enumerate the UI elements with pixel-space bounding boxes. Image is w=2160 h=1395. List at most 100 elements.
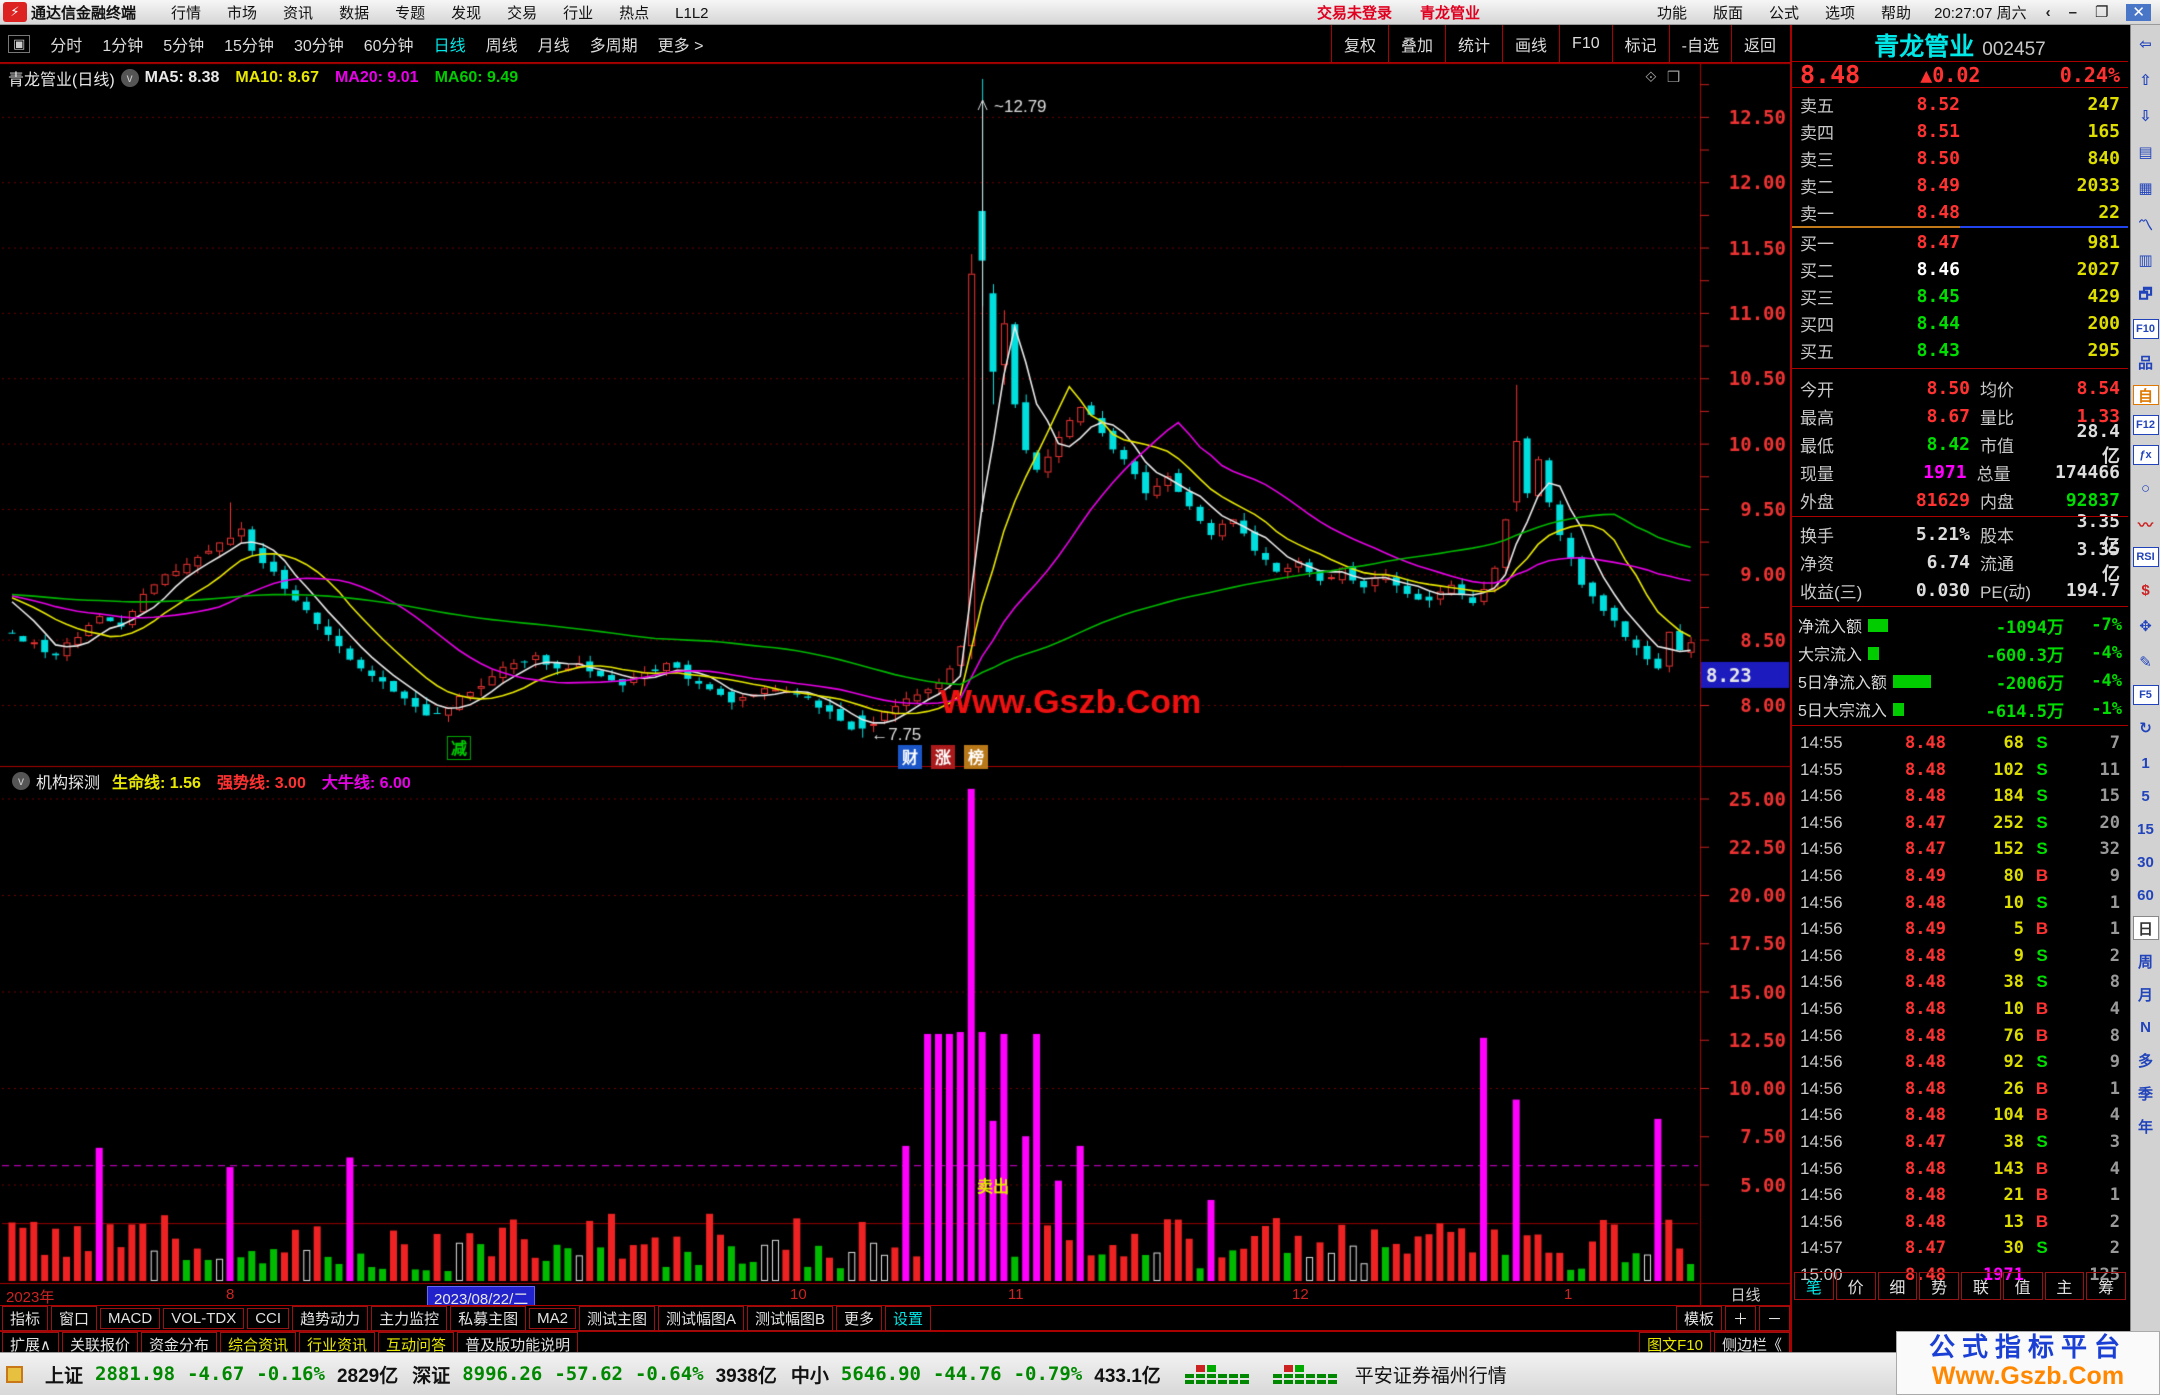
quote-tab-筹[interactable]: 筹 — [2086, 1272, 2126, 1300]
tab-设置[interactable]: 设置 — [885, 1305, 932, 1331]
back-arrow-icon[interactable]: ⇦ — [2139, 36, 2152, 53]
tab-CCI[interactable]: CCI — [247, 1307, 290, 1329]
timeframe-月[interactable]: 月 — [2137, 986, 2153, 1004]
timeframe-30[interactable]: 30 — [2137, 853, 2154, 871]
toolbar-action-画线[interactable]: 画线 — [1502, 25, 1559, 63]
wave-icon[interactable]: 〰 — [2137, 516, 2153, 534]
period-tab-日线[interactable]: 日线 — [433, 37, 466, 55]
toolbar-action-标记[interactable]: 标记 — [1611, 25, 1669, 63]
tab-指标[interactable]: 指标 — [2, 1305, 49, 1331]
period-tab-15分钟[interactable]: 15分钟 — [224, 37, 274, 55]
menu-item-数据[interactable]: 数据 — [339, 4, 370, 22]
timeframe-多[interactable]: 多 — [2137, 1052, 2153, 1070]
quote-tab-主[interactable]: 主 — [2044, 1272, 2085, 1300]
tab-＋[interactable]: ＋ — [1724, 1305, 1756, 1331]
toolbar-action-叠加[interactable]: 叠加 — [1388, 25, 1445, 63]
tab-MA2[interactable]: MA2 — [529, 1307, 576, 1329]
period-tab-1分钟[interactable]: 1分钟 — [102, 37, 144, 55]
period-tab-月线[interactable]: 月线 — [537, 37, 570, 55]
timeframe-5[interactable]: 5 — [2141, 787, 2150, 805]
rsi-icon[interactable]: RSI — [2132, 547, 2159, 567]
quote-tab-细[interactable]: 细 — [1877, 1272, 1918, 1300]
down-arrow-icon[interactable]: ⇩ — [2139, 108, 2152, 125]
menu-item-帮助[interactable]: 帮助 — [1881, 4, 1912, 22]
period-tab-30分钟[interactable]: 30分钟 — [293, 37, 344, 55]
menu-item-市场[interactable]: 市场 — [227, 4, 258, 22]
minimize-button[interactable]: – — [2068, 4, 2077, 21]
f12-icon[interactable]: F12 — [2132, 415, 2159, 435]
tab-测试幅图A[interactable]: 测试幅图A — [657, 1305, 744, 1331]
back-button[interactable]: ‹ — [2045, 4, 2051, 21]
timeframe-周[interactable]: 周 — [2137, 953, 2153, 971]
timeframe-15[interactable]: 15 — [2137, 820, 2154, 838]
circle-icon[interactable]: ○ — [2140, 479, 2151, 497]
toolbar-action--自选[interactable]: -自选 — [1668, 25, 1731, 63]
status-icon[interactable] — [6, 1365, 23, 1383]
pages-icon[interactable]: 🗗 — [2138, 285, 2153, 303]
tab-测试幅图B[interactable]: 测试幅图B — [746, 1305, 833, 1331]
period-tab-分时[interactable]: 分时 — [50, 37, 83, 55]
menu-item-热点[interactable]: 热点 — [619, 4, 650, 22]
period-tab-周线[interactable]: 周线 — [485, 37, 518, 55]
f10-icon[interactable]: F10 — [2132, 319, 2159, 339]
timeframe-季[interactable]: 季 — [2137, 1085, 2153, 1103]
timeframe-1[interactable]: 1 — [2141, 754, 2150, 772]
quote-tab-势[interactable]: 势 — [1919, 1272, 1959, 1300]
menu-item-L1L2[interactable]: L1L2 — [675, 4, 709, 22]
tab-窗口[interactable]: 窗口 — [51, 1305, 98, 1331]
draw-icon[interactable]: ✎ — [2139, 654, 2152, 671]
stock-shortcut[interactable]: 青龙管业 — [1419, 4, 1480, 22]
tab-VOL-TDX[interactable]: VOL-TDX — [163, 1307, 245, 1329]
quote-tab-价[interactable]: 价 — [1835, 1272, 1876, 1300]
tab-更多[interactable]: 更多 — [836, 1305, 883, 1331]
restore-button[interactable]: ❐ — [2094, 4, 2109, 21]
quote-tab-联[interactable]: 联 — [1961, 1272, 2001, 1300]
money-icon[interactable]: $ — [2141, 581, 2150, 599]
up-arrow-icon[interactable]: ⇧ — [2139, 72, 2152, 89]
quote-list-icon[interactable]: ▤ — [2138, 144, 2153, 161]
f5-icon[interactable]: F5 — [2132, 685, 2159, 705]
login-status[interactable]: 交易未登录 — [1316, 4, 1392, 22]
close-button[interactable]: ✕ — [2126, 4, 2151, 21]
toolbar-action-复权[interactable]: 复权 — [1330, 25, 1388, 63]
chart-corner-icons[interactable]: ⟐❒ — [1645, 69, 1691, 86]
timeframe-60[interactable]: 60 — [2137, 886, 2154, 904]
tab-私募主图[interactable]: 私募主图 — [450, 1305, 527, 1331]
layout-icon[interactable]: ▣ — [8, 34, 31, 53]
menu-item-版面[interactable]: 版面 — [1713, 4, 1744, 22]
timeframe-N[interactable]: N — [2140, 1018, 2151, 1036]
chevron-down-icon[interactable]: v — [120, 69, 139, 87]
menu-item-交易[interactable]: 交易 — [507, 4, 538, 22]
quote-tab-值[interactable]: 值 — [2002, 1272, 2043, 1300]
menu-item-发现[interactable]: 发现 — [451, 4, 482, 22]
period-tab-5分钟[interactable]: 5分钟 — [163, 37, 205, 55]
block-icon[interactable]: 品 — [2137, 354, 2153, 372]
formula-icon[interactable]: ƒx — [2132, 445, 2159, 465]
custom-stock-icon[interactable]: 自 — [2132, 385, 2159, 405]
timeframe-日[interactable]: 日 — [2132, 916, 2159, 940]
period-tab-多周期[interactable]: 多周期 — [589, 37, 638, 55]
tab-－[interactable]: － — [1758, 1305, 1790, 1331]
menu-item-行情[interactable]: 行情 — [171, 4, 202, 22]
menu-item-选项[interactable]: 选项 — [1825, 4, 1856, 22]
refresh-icon[interactable]: ↻ — [2139, 720, 2152, 737]
quote-tab-笔[interactable]: 笔 — [1794, 1272, 1834, 1300]
menu-item-行业[interactable]: 行业 — [563, 4, 594, 22]
period-tab-60分钟[interactable]: 60分钟 — [363, 37, 414, 55]
kline-icon[interactable]: ▥ — [2138, 252, 2153, 269]
menu-item-专题[interactable]: 专题 — [395, 4, 426, 22]
tab-主力监控[interactable]: 主力监控 — [371, 1305, 448, 1331]
toolbar-action-返回[interactable]: 返回 — [1730, 25, 1788, 63]
tab-MACD[interactable]: MACD — [100, 1307, 161, 1329]
timeframe-年[interactable]: 年 — [2137, 1118, 2153, 1136]
period-tab-更多 >[interactable]: 更多 > — [657, 37, 704, 55]
tab-趋势动力[interactable]: 趋势动力 — [292, 1305, 369, 1331]
move-icon[interactable]: ✥ — [2139, 618, 2152, 635]
chevron-down-icon[interactable]: v — [12, 772, 30, 790]
toolbar-action-F10[interactable]: F10 — [1559, 25, 1612, 63]
menu-item-功能[interactable]: 功能 — [1656, 4, 1687, 22]
tab-模板[interactable]: 模板 — [1675, 1305, 1722, 1331]
toolbar-action-统计[interactable]: 统计 — [1445, 25, 1502, 63]
tab-测试主图[interactable]: 测试主图 — [578, 1305, 655, 1331]
menu-item-公式[interactable]: 公式 — [1769, 4, 1800, 22]
